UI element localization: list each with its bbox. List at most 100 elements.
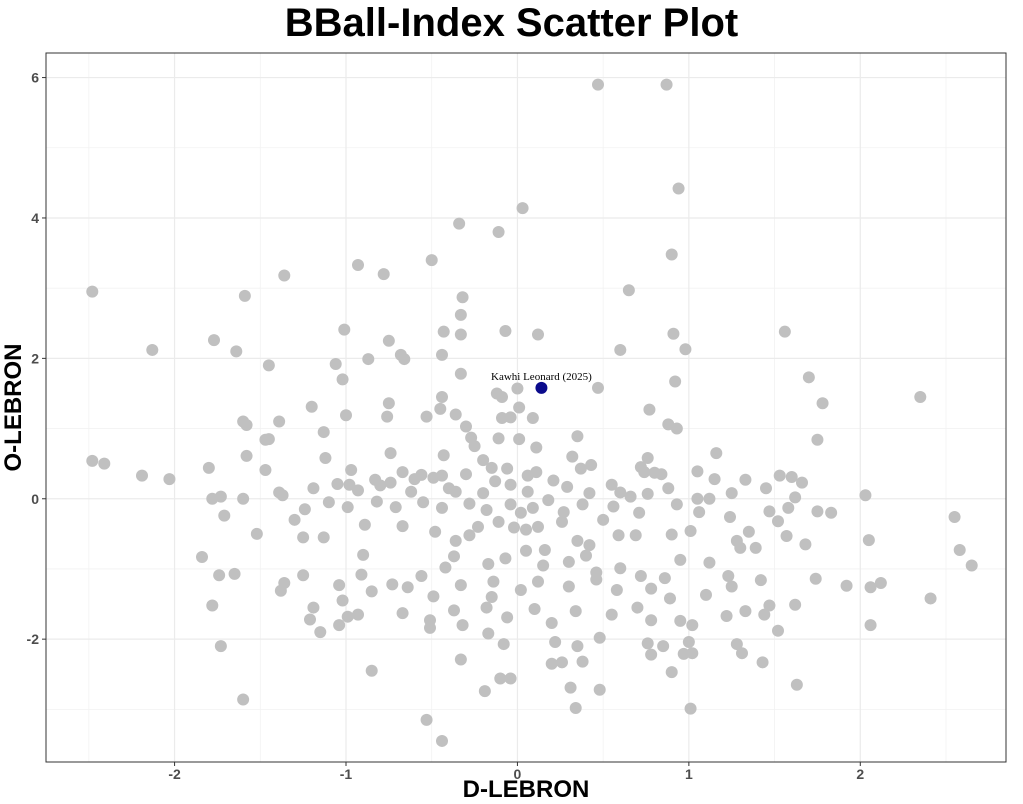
- data-point[interactable]: [569, 701, 582, 714]
- data-point[interactable]: [472, 520, 484, 533]
- data-point[interactable]: [514, 584, 527, 597]
- data-point[interactable]: [612, 529, 625, 542]
- data-point[interactable]: [537, 559, 550, 572]
- data-point[interactable]: [480, 503, 493, 516]
- data-point[interactable]: [530, 466, 543, 479]
- data-point[interactable]: [322, 496, 335, 509]
- data-point[interactable]: [658, 572, 671, 585]
- data-point[interactable]: [730, 638, 743, 651]
- data-point[interactable]: [953, 544, 966, 557]
- data-point[interactable]: [720, 609, 733, 622]
- data-point[interactable]: [674, 553, 687, 566]
- data-point[interactable]: [597, 513, 610, 526]
- data-point[interactable]: [317, 426, 330, 439]
- data-point[interactable]: [622, 284, 635, 297]
- data-point[interactable]: [665, 528, 678, 541]
- data-point[interactable]: [634, 569, 647, 582]
- data-point[interactable]: [454, 579, 467, 592]
- data-point[interactable]: [583, 487, 596, 500]
- data-point[interactable]: [237, 492, 250, 505]
- data-point[interactable]: [382, 334, 395, 347]
- data-point[interactable]: [924, 592, 937, 605]
- data-point[interactable]: [580, 549, 592, 562]
- data-point[interactable]: [686, 619, 699, 632]
- data-point[interactable]: [86, 285, 99, 298]
- data-point[interactable]: [682, 635, 695, 648]
- data-point[interactable]: [725, 487, 738, 500]
- data-point[interactable]: [477, 487, 490, 500]
- data-point[interactable]: [386, 578, 399, 591]
- data-point[interactable]: [396, 520, 409, 533]
- data-point[interactable]: [449, 408, 462, 421]
- data-point[interactable]: [389, 501, 402, 514]
- data-point[interactable]: [643, 403, 656, 416]
- data-point[interactable]: [436, 390, 448, 403]
- data-point[interactable]: [206, 599, 219, 612]
- data-point[interactable]: [660, 78, 673, 91]
- data-point[interactable]: [725, 580, 738, 593]
- data-point[interactable]: [631, 601, 644, 614]
- data-point[interactable]: [562, 580, 575, 593]
- data-point[interactable]: [665, 666, 678, 679]
- data-point[interactable]: [571, 534, 584, 547]
- data-point[interactable]: [754, 574, 767, 587]
- data-point[interactable]: [425, 254, 438, 267]
- data-point[interactable]: [665, 248, 678, 261]
- data-point[interactable]: [607, 500, 620, 513]
- data-point[interactable]: [670, 422, 683, 435]
- data-point[interactable]: [370, 495, 383, 508]
- data-point[interactable]: [259, 463, 272, 476]
- data-point[interactable]: [703, 556, 716, 569]
- data-point[interactable]: [297, 569, 310, 582]
- data-point[interactable]: [456, 291, 469, 304]
- data-point[interactable]: [756, 656, 769, 669]
- data-point[interactable]: [785, 470, 798, 483]
- data-point[interactable]: [641, 452, 654, 465]
- data-point[interactable]: [384, 476, 397, 489]
- data-point[interactable]: [336, 373, 349, 386]
- data-point[interactable]: [528, 602, 541, 615]
- data-point[interactable]: [562, 555, 575, 568]
- data-point[interactable]: [772, 624, 784, 637]
- data-point[interactable]: [778, 325, 791, 338]
- data-point[interactable]: [508, 521, 520, 534]
- data-point[interactable]: [436, 469, 448, 482]
- data-point[interactable]: [341, 610, 354, 623]
- data-point[interactable]: [538, 544, 551, 557]
- data-point[interactable]: [297, 531, 310, 544]
- data-point[interactable]: [566, 450, 579, 463]
- data-point[interactable]: [338, 323, 351, 336]
- data-point[interactable]: [288, 513, 301, 526]
- data-point[interactable]: [667, 327, 680, 340]
- data-point[interactable]: [497, 638, 510, 651]
- data-point[interactable]: [708, 473, 721, 486]
- data-point[interactable]: [672, 182, 685, 195]
- data-point[interactable]: [274, 584, 287, 597]
- data-point[interactable]: [496, 412, 508, 425]
- data-point[interactable]: [336, 594, 349, 607]
- data-point[interactable]: [362, 353, 375, 366]
- data-point[interactable]: [557, 506, 570, 519]
- data-point[interactable]: [655, 468, 668, 481]
- data-point[interactable]: [454, 653, 467, 666]
- data-point[interactable]: [532, 328, 544, 341]
- data-point[interactable]: [789, 598, 802, 611]
- data-point[interactable]: [398, 353, 411, 366]
- data-point[interactable]: [230, 345, 243, 358]
- data-point[interactable]: [305, 400, 318, 413]
- data-point[interactable]: [859, 489, 872, 502]
- data-point[interactable]: [532, 575, 544, 588]
- data-point[interactable]: [456, 619, 469, 632]
- data-point[interactable]: [677, 647, 690, 660]
- data-point[interactable]: [448, 550, 460, 563]
- data-point[interactable]: [496, 390, 508, 403]
- data-point[interactable]: [357, 548, 370, 561]
- data-point[interactable]: [669, 375, 682, 388]
- data-point[interactable]: [427, 590, 440, 603]
- data-point[interactable]: [273, 415, 286, 428]
- data-point[interactable]: [352, 484, 364, 497]
- data-point[interactable]: [436, 501, 448, 514]
- data-point[interactable]: [382, 397, 395, 410]
- data-point[interactable]: [340, 409, 352, 422]
- data-point[interactable]: [862, 534, 875, 547]
